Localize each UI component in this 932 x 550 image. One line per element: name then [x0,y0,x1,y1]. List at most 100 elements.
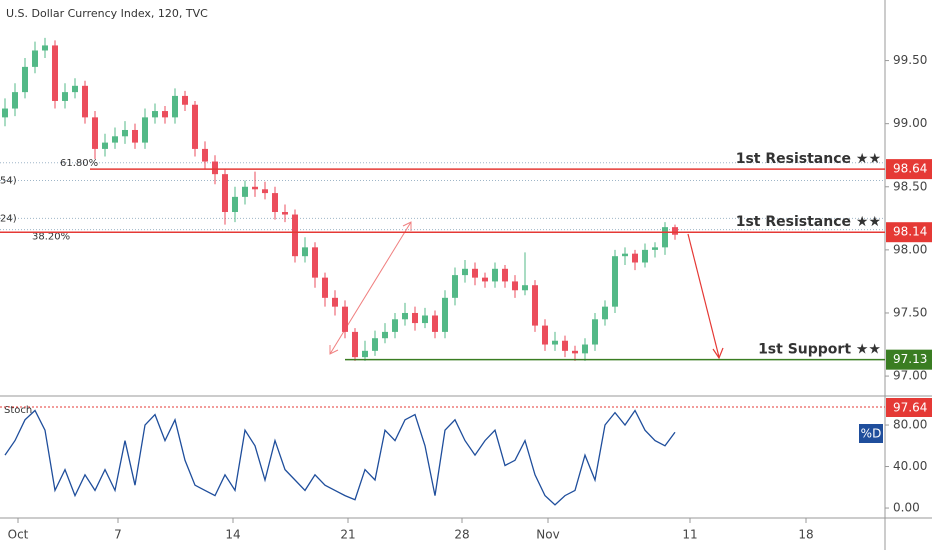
candle-body [582,344,588,354]
y-tick-label: 0.00 [893,501,920,515]
candle-body [172,95,178,118]
candle-body [502,268,508,282]
candle-body [622,253,628,257]
candle-body [452,275,458,298]
price-tag [886,349,932,370]
candle-body [672,227,678,235]
candle-body [202,148,208,162]
y-tick-label: 99.50 [893,53,927,67]
price-tag [886,222,932,243]
candle-body [312,247,318,278]
fib-label: 24) [0,213,17,224]
candle-body [132,129,138,143]
stoch-label: Stoch [4,405,32,416]
candle-body [542,325,548,345]
candle-body [392,319,398,332]
level-label: 1st Support ★★ [758,342,881,358]
candle-body [322,277,328,298]
candle-body [142,117,148,143]
price-tag-label: 97.13 [893,352,927,366]
candle-body [462,268,468,276]
x-tick-label: 18 [798,528,813,542]
candle-body [82,85,88,118]
candle-body [282,212,288,215]
price-tag-label: 98.64 [893,162,927,176]
candle-body [362,350,368,358]
candle-body [272,193,278,213]
candle-body [512,281,518,291]
candle-body [332,297,338,307]
candle-body [652,247,658,250]
candle-body [482,277,488,282]
candle-body [382,331,388,339]
y-tick-label: 99.00 [893,116,927,130]
candle-body [432,315,438,332]
y-tick-label: 40.00 [893,459,927,473]
candle-body [532,285,538,326]
candle-body [12,92,18,109]
y-tick-label: 80.00 [893,418,927,432]
candle-body [72,85,78,93]
fib-label: 54) [0,175,17,186]
x-tick-label: 7 [114,528,122,542]
candle-body [592,319,598,345]
candle-body [292,214,298,257]
candle-body [612,256,618,307]
candle-body [302,247,308,257]
candle-body [552,340,558,345]
candle-body [242,186,248,197]
stoch-legend-label: %D [861,427,882,441]
candle-body [472,268,478,278]
fib-label: 38.20% [32,232,70,243]
candle-body [252,186,258,190]
candle-body [602,306,608,320]
candles [2,37,678,361]
price-tag [886,159,932,180]
x-tick-label: 28 [454,528,469,542]
range-arrow [329,221,412,355]
candle-body [522,285,528,291]
candle-body [52,45,58,101]
candle-body [352,331,358,358]
candle-body [152,111,158,118]
candle-body [492,268,498,282]
level-label: 1st Resistance ★★ [736,151,881,167]
candle-body [102,142,108,149]
candle-body [412,312,418,324]
candle-body [442,297,448,332]
stoch-line [4,409,676,506]
candle-body [42,45,48,51]
candle-body [232,196,238,213]
candle-body [632,253,638,263]
y-tick-label: 98.00 [893,242,927,256]
candle-body [342,306,348,332]
y-tick-label: 97.50 [893,305,927,319]
candle-body [562,340,568,351]
candle-body [122,129,128,137]
candle-body [92,117,98,149]
candle-body [192,104,198,149]
candle-body [162,111,168,118]
candle-body [212,161,218,175]
candle-body [642,249,648,263]
stoch-marker-label: 97.64 [893,401,927,415]
x-tick-label: 14 [225,528,240,542]
candle-body [62,92,68,101]
x-tick-label: 11 [682,528,697,542]
fib-label: 61.80% [60,158,98,169]
chart-title: U.S. Dollar Currency Index, 120, TVC [6,7,208,20]
y-tick-label: 98.50 [893,179,927,193]
x-tick-label: Oct [8,528,29,542]
x-tick-label: 21 [340,528,355,542]
candle-body [2,108,8,118]
candle-body [572,350,578,354]
candle-body [222,174,228,213]
candle-body [22,66,28,93]
candle-body [32,50,38,67]
candle-body [402,312,408,320]
candle-body [662,227,668,248]
candle-body [182,95,188,105]
candle-body [422,315,428,324]
